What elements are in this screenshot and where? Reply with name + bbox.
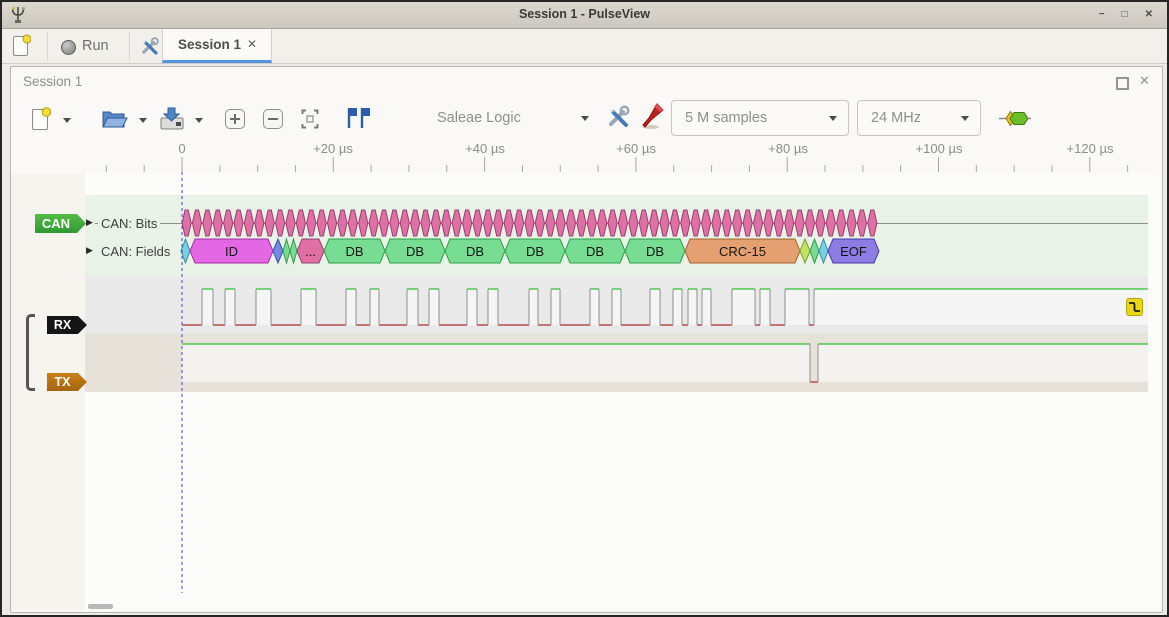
channel-tag-rx[interactable]: RX — [47, 316, 87, 334]
decoder-row-background — [85, 195, 1148, 277]
device-select[interactable]: Saleae Logic — [437, 110, 521, 126]
close-button[interactable]: ✕ — [1144, 9, 1153, 20]
toolbar-separator — [47, 32, 48, 60]
channel-label-area — [11, 174, 85, 610]
dock-title: Session 1 — [23, 74, 83, 89]
expander-fields-icon[interactable]: ▶ — [86, 245, 93, 255]
ruler-label: +120 µs — [1066, 141, 1114, 156]
add-decoder-icon[interactable] — [999, 109, 1031, 128]
channel-tag-label: TX — [54, 375, 71, 389]
ruler-label: +80 µs — [768, 141, 808, 156]
configure-device-icon[interactable] — [605, 104, 631, 130]
sample-count-select[interactable]: 5 M samples — [671, 100, 849, 136]
rx-row-background — [85, 277, 1148, 334]
sample-rate-select[interactable]: 24 MHz — [857, 100, 981, 136]
zoom-to-edges-icon[interactable] — [344, 107, 371, 129]
open-dropdown-arrow-icon[interactable] — [139, 118, 147, 123]
trace-view[interactable]: 0 +20 µs +40 µs +60 µs +80 µs +100 µs +120 µs … — [11, 140, 1159, 610]
minimize-button[interactable]: − — [1098, 9, 1105, 20]
row-label-can-fields: CAN: Fields — [98, 243, 174, 260]
channel-tag-label: RX — [53, 318, 72, 332]
save-icon[interactable] — [159, 106, 186, 131]
run-button[interactable]: Run — [82, 38, 109, 54]
row-label-can-bits: CAN: Bits — [98, 215, 161, 232]
new-dropdown-arrow-icon[interactable] — [63, 118, 71, 123]
tab-close-icon[interactable]: ✕ — [247, 37, 258, 51]
decoder-tag-can[interactable]: CAN — [35, 214, 86, 233]
dock-float-icon[interactable] — [1116, 77, 1129, 90]
run-led-icon — [61, 40, 76, 55]
device-dropdown-arrow-icon[interactable] — [581, 116, 589, 121]
toolbar-separator — [129, 32, 130, 60]
horizontal-scrollbar-thumb[interactable] — [88, 604, 113, 609]
ruler-label: +40 µs — [465, 141, 505, 156]
tab-label: Session 1 — [178, 37, 242, 52]
settings-tools-icon[interactable] — [139, 36, 160, 57]
expander-bits-icon[interactable]: ▶ — [86, 217, 93, 227]
new-file-icon[interactable] — [31, 106, 51, 131]
decoder-tag-label: CAN — [41, 216, 71, 231]
zoom-in-button[interactable] — [224, 108, 246, 130]
open-folder-icon[interactable] — [101, 107, 128, 130]
zoom-fit-button[interactable] — [299, 108, 321, 130]
zoom-out-button[interactable] — [262, 108, 284, 130]
save-dropdown-arrow-icon[interactable] — [195, 118, 203, 123]
titlebar[interactable]: Session 1 - PulseView − □ ✕ — [2, 2, 1167, 29]
tx-row-background — [85, 334, 1148, 392]
sample-rate-value: 24 MHz — [871, 110, 921, 126]
trigger-falling-edge-badge[interactable] — [1126, 298, 1143, 316]
channel-tag-tx[interactable]: TX — [47, 373, 87, 391]
sample-count-value: 5 M samples — [685, 110, 768, 126]
ruler-label: +20 µs — [313, 141, 353, 156]
ruler-label: +100 µs — [915, 141, 963, 156]
main-toolbar: Run Session 1 ✕ — [2, 29, 1167, 64]
new-session-icon[interactable] — [12, 34, 31, 57]
rate-dropdown-arrow-icon — [961, 115, 969, 121]
ruler-label: 0 — [178, 141, 186, 156]
channel-group-bracket[interactable] — [26, 314, 35, 391]
dock-close-icon[interactable]: ✕ — [1139, 73, 1150, 88]
falling-edge-icon — [1129, 302, 1140, 312]
samples-dropdown-arrow-icon — [829, 115, 837, 121]
ruler-label: +60 µs — [616, 141, 656, 156]
window-title: Session 1 - PulseView — [518, 7, 651, 21]
tab-session-1[interactable]: Session 1 ✕ — [162, 29, 272, 63]
app-logo-icon — [11, 7, 25, 23]
maximize-button[interactable]: □ — [1121, 9, 1128, 20]
probe-icon[interactable] — [641, 103, 665, 130]
